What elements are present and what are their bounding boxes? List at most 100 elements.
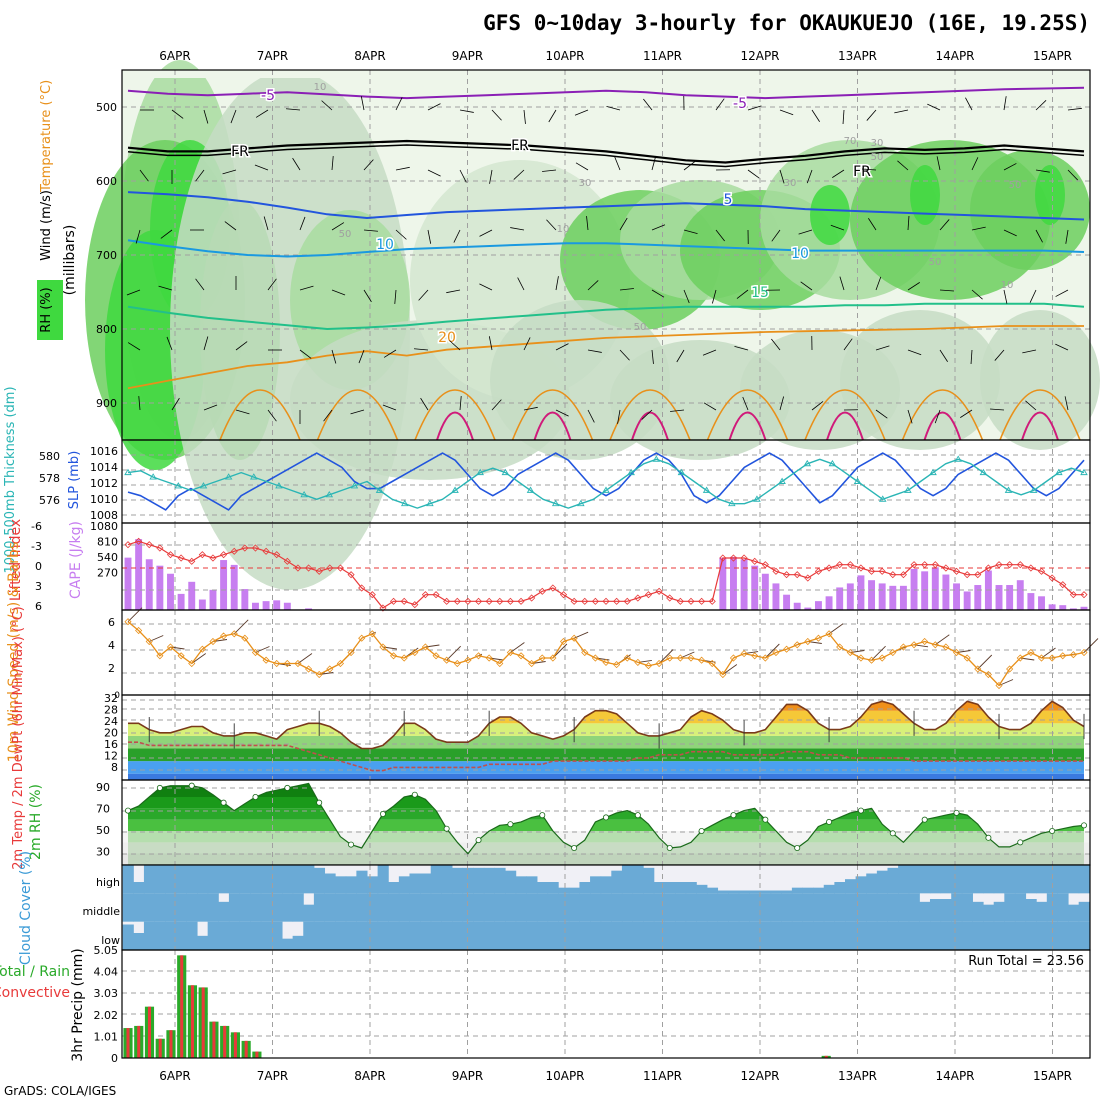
cloud-bar-low bbox=[175, 921, 187, 950]
wind-barb bbox=[548, 109, 557, 123]
y-label-temp2m: 2m Temp / 2m DewPt (6hr Min/Max) (°C) bbox=[11, 606, 26, 869]
cloud-bar-low bbox=[664, 921, 676, 950]
cloud-bar-high bbox=[600, 876, 612, 894]
wind-barb bbox=[135, 229, 141, 244]
wind-barb bbox=[449, 340, 461, 351]
cape-bar bbox=[931, 567, 939, 610]
cloud-bar-low bbox=[122, 924, 134, 950]
cloud-bar-low bbox=[239, 921, 251, 950]
cloud-bar-high bbox=[271, 865, 283, 894]
cloud-bar-middle bbox=[898, 893, 910, 922]
panel-lifted-cape: -6 -3 0 3 6 1080 810 540 270 Lifted Index CAPE (J/… bbox=[8, 519, 1091, 613]
lifted-index-marker bbox=[1048, 574, 1056, 582]
wind-barb bbox=[651, 289, 665, 298]
x-tick-label-bottom: 14APR bbox=[935, 1069, 974, 1083]
lifted-index-marker bbox=[262, 547, 270, 555]
cloud-bar-middle bbox=[940, 899, 952, 922]
cloud-bar-middle bbox=[590, 893, 602, 922]
lifted-index-marker bbox=[889, 571, 897, 579]
wind-barb bbox=[1003, 229, 1017, 237]
cloud-bar-high bbox=[1025, 865, 1037, 894]
lifted-index-marker bbox=[1006, 561, 1014, 569]
lifted-index-marker bbox=[528, 594, 536, 602]
cloud-bar-high bbox=[377, 865, 389, 894]
cape-bar bbox=[145, 559, 153, 610]
cloud-bar-high bbox=[515, 876, 527, 894]
cape-bar bbox=[963, 591, 971, 610]
wind10m-marker bbox=[1080, 648, 1088, 657]
cloud-bar-high bbox=[228, 865, 241, 894]
contour-label: 10 bbox=[791, 246, 809, 262]
x-axis-top: 6APR 7APR 8APR 9APR 10APR 11APR 12APR 13APR 14AP… bbox=[159, 49, 1072, 63]
cloud-bar-high bbox=[239, 865, 251, 894]
cloud-bar-low bbox=[706, 921, 719, 950]
wind10m-marker bbox=[209, 637, 217, 646]
cloud-bar-middle bbox=[430, 893, 442, 922]
panel-cloud: high middle low Cloud Cover (%) bbox=[18, 851, 1091, 965]
wind-barb bbox=[479, 229, 493, 237]
wind10m-marker bbox=[294, 659, 302, 668]
cloud-bar-low bbox=[207, 921, 219, 950]
lifted-index-marker bbox=[814, 567, 823, 575]
contour-label: -5 bbox=[261, 88, 275, 104]
cloud-bar-middle bbox=[579, 893, 591, 922]
hot-contour bbox=[436, 411, 474, 441]
lifted-index-marker bbox=[305, 564, 313, 572]
cloud-bar-high bbox=[611, 870, 623, 894]
thickness-line bbox=[127, 458, 1085, 509]
cape-bar bbox=[135, 539, 143, 610]
cloud-bar-high bbox=[791, 887, 804, 894]
thickness-marker bbox=[929, 468, 937, 476]
wind10m-marker bbox=[591, 654, 599, 662]
cloud-bar-high bbox=[728, 890, 740, 894]
cloud-bar-middle bbox=[844, 893, 857, 922]
cloud-bar-middle bbox=[207, 893, 219, 922]
wind10m-marker bbox=[952, 648, 961, 657]
rh2m-marker bbox=[284, 784, 291, 791]
lifted-index-marker bbox=[124, 541, 132, 549]
cloud-bar-low bbox=[1004, 921, 1016, 950]
wind-barb bbox=[806, 169, 813, 184]
lifted-index-marker bbox=[538, 587, 546, 595]
thickness-tick-label: 576 bbox=[39, 494, 60, 507]
cloud-bar-middle bbox=[154, 893, 166, 922]
wind10m-marker bbox=[814, 634, 823, 642]
contour-label: 10 bbox=[557, 224, 570, 235]
cloud-bar-high bbox=[483, 867, 495, 894]
lifted-index-marker bbox=[283, 557, 291, 565]
contour-label: 50 bbox=[929, 257, 942, 268]
wind-barb bbox=[651, 156, 657, 171]
rh-tick-label: 50 bbox=[96, 824, 110, 837]
wind10m-barb bbox=[510, 642, 525, 653]
contour-label: FR bbox=[231, 144, 249, 160]
slp-line bbox=[127, 452, 1085, 511]
cloud-bar-high bbox=[1036, 865, 1048, 894]
rh2m-marker bbox=[730, 812, 737, 819]
cloud-bar-middle bbox=[1046, 893, 1058, 922]
cloud-bar-high bbox=[993, 865, 1005, 894]
cloud-bar-middle bbox=[813, 893, 825, 922]
lifted-index-marker bbox=[1069, 591, 1077, 599]
cloud-bar-low bbox=[313, 921, 326, 950]
wind-barb bbox=[350, 409, 365, 415]
cloud-bar-middle bbox=[1068, 904, 1080, 922]
wind-barb bbox=[158, 285, 173, 291]
wind10m-marker bbox=[358, 634, 366, 642]
cloud-bar-middle bbox=[951, 893, 963, 922]
cloud-bar-middle bbox=[685, 893, 697, 922]
cloud-bar-high bbox=[186, 865, 198, 894]
cloud-bar-high bbox=[940, 865, 952, 894]
thickness-marker bbox=[249, 473, 258, 480]
wind-barb bbox=[866, 109, 877, 121]
contour-label: 15 bbox=[751, 285, 769, 301]
wind-barb bbox=[479, 283, 493, 291]
cloud-bar-high bbox=[366, 876, 379, 894]
cloud-bar-low bbox=[632, 921, 644, 950]
precip-legend-total: Total / Rain bbox=[0, 964, 70, 980]
cape-bar bbox=[273, 600, 281, 610]
wind-barb bbox=[1055, 343, 1069, 351]
cape-bar bbox=[921, 571, 929, 610]
wind-barb bbox=[868, 218, 877, 231]
panel-thickness-slp: 580 578 576 1016 1014 1012 1010 1008 1000-500mb … bbox=[3, 386, 1091, 574]
lifted-index-marker bbox=[687, 597, 695, 605]
